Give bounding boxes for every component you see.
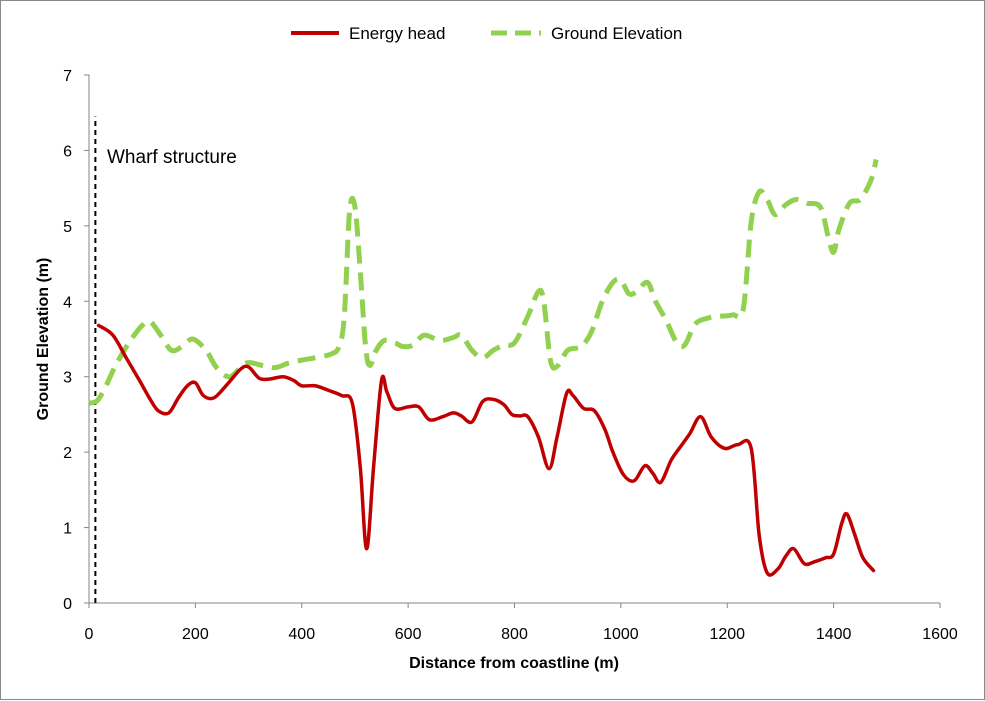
x-tick-label: 600 <box>395 626 422 643</box>
y-tick-label: 5 <box>63 219 72 236</box>
x-tick-label: 1200 <box>709 626 745 643</box>
y-tick-label: 7 <box>63 68 72 85</box>
legend: Energy head Ground Elevation <box>291 24 682 43</box>
x-axis-ticks: 0 200 400 600 800 1000 1200 1400 1600 <box>85 603 958 643</box>
y-axis-ticks: 0 1 2 3 4 5 6 7 <box>63 68 89 613</box>
x-tick-label: 0 <box>85 626 94 643</box>
legend-label-energy-head: Energy head <box>349 24 445 43</box>
x-tick-label: 200 <box>182 626 209 643</box>
series-line-energy-head <box>96 323 876 577</box>
series-line-ground-elevation <box>88 158 879 406</box>
y-tick-label: 3 <box>63 370 72 387</box>
x-axis-title: Distance from coastline (m) <box>409 655 619 672</box>
x-tick-label: 800 <box>501 626 528 643</box>
y-tick-label: 6 <box>63 143 72 160</box>
x-tick-label: 1000 <box>603 626 639 643</box>
x-tick-label: 400 <box>288 626 315 643</box>
y-axis-title: Ground Elevation (m) <box>35 258 52 421</box>
legend-label-ground-elevation: Ground Elevation <box>551 24 682 43</box>
y-tick-label: 0 <box>63 596 72 613</box>
wharf-structure-label: Wharf structure <box>107 147 237 168</box>
y-tick-label: 2 <box>63 445 72 462</box>
x-tick-label: 1600 <box>922 626 958 643</box>
x-tick-label: 1400 <box>816 626 852 643</box>
y-tick-label: 4 <box>63 294 72 311</box>
y-tick-label: 1 <box>63 521 72 538</box>
series-layer <box>88 158 879 577</box>
